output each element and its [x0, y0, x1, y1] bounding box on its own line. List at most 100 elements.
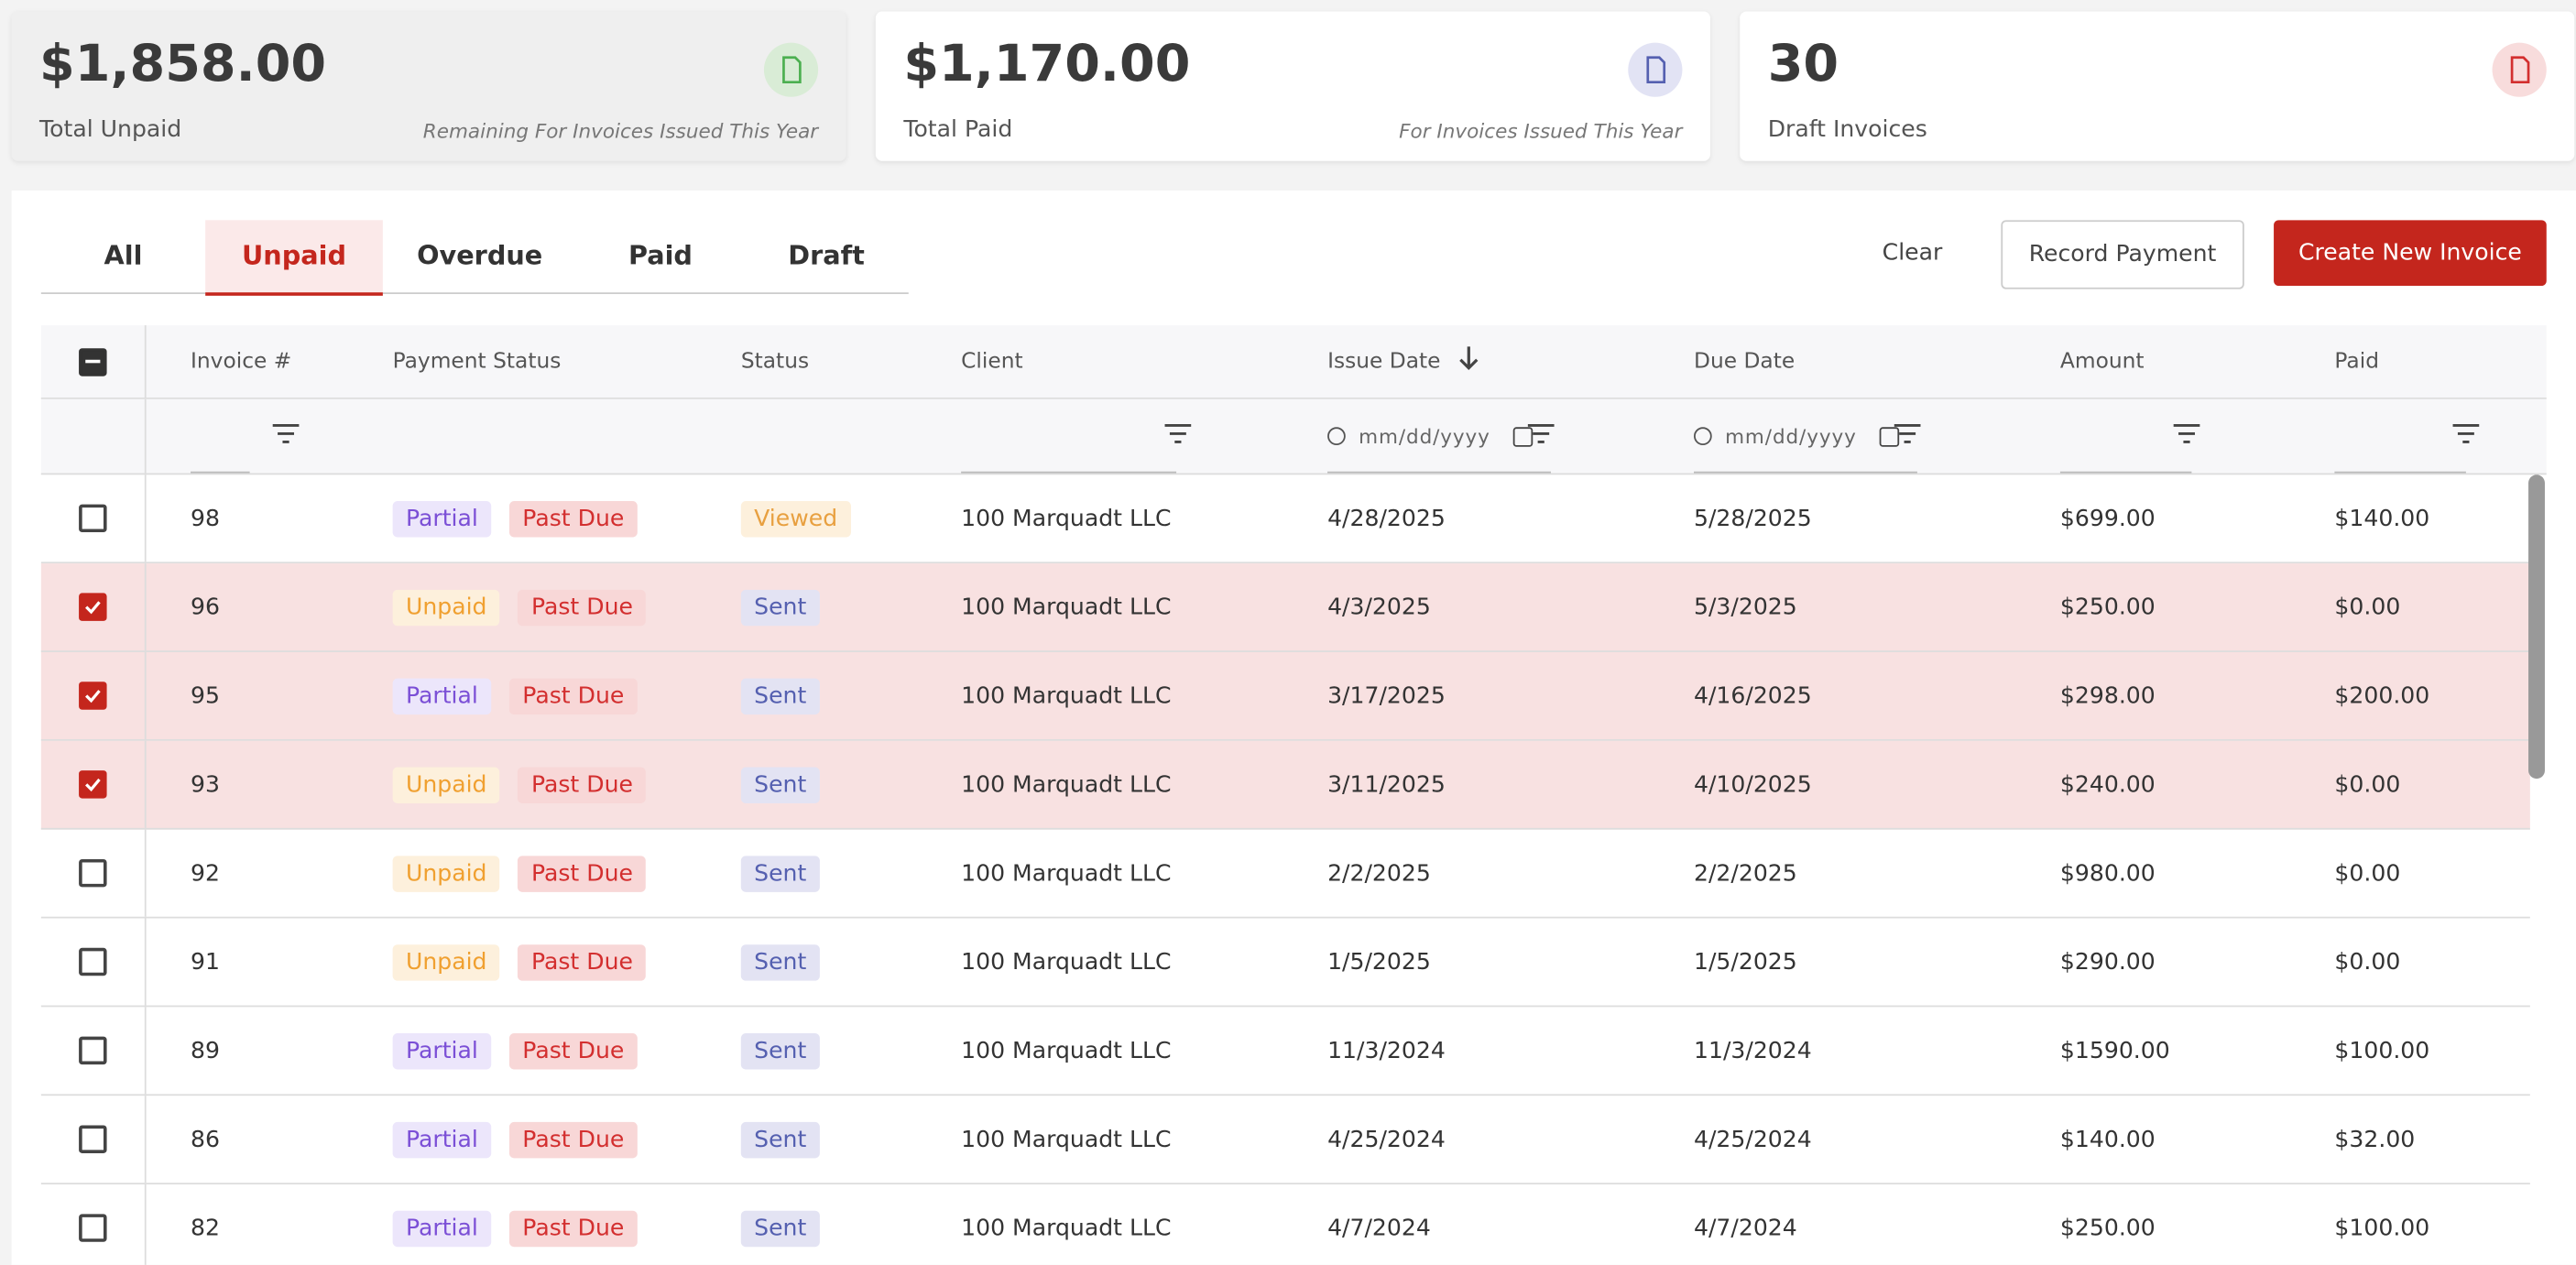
status-badge: Unpaid — [392, 943, 500, 980]
tab[interactable]: Paid — [628, 239, 693, 271]
status-badge: Partial — [392, 677, 492, 714]
invoice-row[interactable]: 82 Partial Past Due Sent 100 Marquadt LLC 4/7… — [41, 1184, 2530, 1265]
row-cell: Partial Past Due — [348, 652, 696, 739]
cell-text: 3/11/2025 — [1327, 771, 1446, 798]
row-checkbox[interactable] — [79, 770, 107, 799]
row-checkbox[interactable] — [79, 504, 107, 533]
row-checkbox[interactable] — [79, 1214, 107, 1242]
card-note: For Invoices Issued This Year — [1399, 119, 1683, 144]
invoice-row[interactable]: 92 Unpaid Past Due Sent 100 Marquadt LLC 2/2/… — [40, 829, 2530, 919]
filter-icon[interactable] — [1163, 422, 1193, 450]
row-cell: 95 — [147, 652, 349, 739]
clear-button[interactable]: Clear — [1882, 239, 1943, 267]
row-cell: 100 Marquadt LLC — [917, 1007, 1283, 1094]
column-label[interactable]: Status — [740, 349, 810, 374]
date-placeholder[interactable]: mm/dd/yyyy — [1359, 424, 1490, 448]
cell-text: 96 — [191, 594, 221, 621]
row-cell: $140.00 — [2290, 474, 2530, 562]
cell-text: 100 Marquadt LLC — [961, 1215, 1172, 1241]
row-cell: Partial Past Due — [348, 474, 696, 562]
filter-icon[interactable] — [1526, 422, 1555, 450]
filter-row: mm/dd/yyyy mm/dd/yyyy — [40, 398, 2547, 475]
column-header: Status — [696, 325, 916, 398]
row-checkbox[interactable] — [79, 858, 107, 888]
cell-text: $250.00 — [2059, 1215, 2156, 1241]
record-payment-button[interactable]: Record Payment — [2001, 220, 2244, 289]
filter-icon[interactable] — [2172, 422, 2201, 450]
select-all-checkbox[interactable] — [79, 347, 107, 376]
column-label[interactable]: Invoice # — [191, 349, 292, 374]
column-filter — [917, 399, 1283, 474]
column-filter — [2016, 399, 2290, 474]
cell-text: 100 Marquadt LLC — [961, 505, 1172, 532]
calendar-icon[interactable] — [1512, 426, 1534, 446]
row-cell: $0.00 — [2290, 563, 2530, 650]
filter-icon[interactable] — [271, 422, 300, 450]
tab[interactable]: Unpaid — [205, 220, 383, 296]
row-cell: $100.00 — [2290, 1007, 2530, 1094]
row-cell: Partial Past Due — [348, 1096, 696, 1183]
status-badge: Sent — [740, 855, 820, 891]
card: $1,858.00 Total Unpaid Remaining For Inv… — [11, 11, 846, 161]
card: $1,170.00 Total Paid For Invoices Issued… — [875, 11, 1710, 161]
cell-text: 93 — [191, 771, 221, 798]
tab[interactable]: All — [104, 239, 143, 271]
select-cell — [41, 918, 147, 1006]
row-checkbox[interactable] — [79, 947, 107, 976]
card-label: Draft Invoices — [1767, 116, 1927, 144]
column-label[interactable]: Issue Date — [1327, 349, 1441, 374]
invoice-row[interactable]: 91 Unpaid Past Due Sent 100 Marquadt LLC 1/5/… — [40, 918, 2530, 1008]
card-amount: $1,170.00 — [903, 34, 1191, 94]
row-cell: 100 Marquadt LLC — [917, 652, 1283, 739]
date-placeholder[interactable]: mm/dd/yyyy — [1725, 424, 1857, 448]
row-cell: $200.00 — [2290, 652, 2530, 739]
column-filter — [696, 399, 916, 474]
tab-underline — [40, 292, 909, 295]
cell-text: $0.00 — [2334, 948, 2401, 976]
column-header: Payment Status — [348, 325, 696, 398]
status-badge: Sent — [740, 766, 820, 803]
status-badge: Past Due — [508, 1032, 638, 1069]
row-checkbox[interactable] — [79, 1125, 107, 1153]
tab[interactable]: Overdue — [417, 239, 543, 271]
column-label[interactable]: Amount — [2059, 349, 2145, 374]
cell-text: 86 — [191, 1126, 221, 1153]
invoice-row[interactable]: 98 Partial Past Due Viewed 100 Marquadt LLC 4… — [40, 474, 2530, 564]
row-cell: $1590.00 — [2016, 1007, 2290, 1094]
column-header: Amount — [2016, 325, 2290, 398]
status-badge: Sent — [740, 943, 820, 980]
row-cell: $0.00 — [2290, 830, 2530, 917]
invoice-row[interactable]: 93 Unpaid Past Due Sent 100 Marquadt LLC 3/11… — [40, 740, 2530, 830]
row-checkbox[interactable] — [79, 682, 107, 710]
status-badge: Unpaid — [392, 855, 500, 891]
row-cell: 93 — [147, 741, 349, 828]
invoice-row[interactable]: 96 Unpaid Past Due Sent 100 Marquadt LLC 4/3/… — [40, 563, 2530, 652]
filter-icon[interactable] — [2451, 422, 2481, 450]
cell-text: 11/3/2024 — [1693, 1037, 1812, 1064]
row-cell: 98 — [147, 474, 349, 562]
column-label[interactable]: Paid — [2334, 349, 2380, 374]
tab[interactable]: Draft — [788, 239, 865, 271]
invoice-row[interactable]: 95 Partial Past Due Sent 100 Marquadt LLC 3/1… — [40, 651, 2530, 741]
column-label[interactable]: Due Date — [1693, 349, 1796, 374]
table-header: Invoice # Payment Status Status Client Issue… — [40, 325, 2547, 399]
column-label[interactable]: Client — [961, 349, 1023, 374]
row-cell: $140.00 — [2016, 1096, 2290, 1183]
invoice-row[interactable]: 89 Partial Past Due Sent 100 Marquadt LLC 11/… — [40, 1007, 2530, 1096]
column-header: Paid — [2290, 325, 2530, 398]
create-invoice-button[interactable]: Create New Invoice — [2274, 220, 2547, 287]
card-note: Remaining For Invoices Issued This Year — [422, 119, 819, 144]
filter-icon[interactable] — [1893, 422, 1922, 450]
calendar-icon[interactable] — [1879, 426, 1900, 446]
row-cell: 86 — [147, 1096, 349, 1183]
row-cell: Sent — [696, 1184, 916, 1265]
indeterminate-mark — [85, 359, 101, 364]
row-cell: Unpaid Past Due — [348, 741, 696, 828]
row-checkbox[interactable] — [79, 593, 107, 621]
column-label[interactable]: Payment Status — [392, 349, 562, 374]
invoice-row[interactable]: 86 Partial Past Due Sent 100 Marquadt LLC 4/2… — [40, 1096, 2530, 1185]
cell-text: 4/25/2024 — [1327, 1126, 1446, 1153]
filter-input-line — [1327, 471, 1551, 474]
row-checkbox[interactable] — [79, 1036, 107, 1065]
